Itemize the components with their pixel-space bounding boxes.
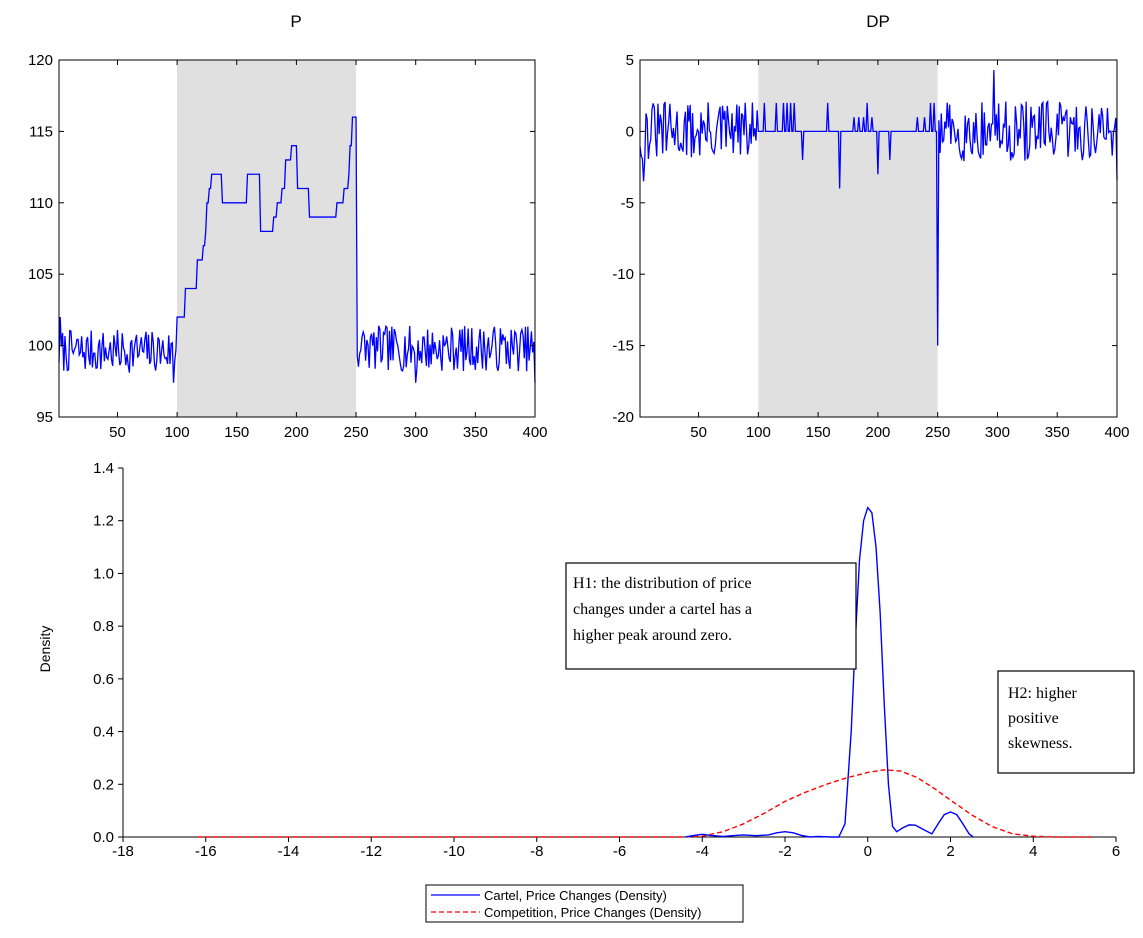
series-cartel-line <box>685 506 974 838</box>
price-change-chart: DP 50 100 150 200 250 300 350 400 -20 -15 -10 -5 0 5 <box>612 12 1129 441</box>
x-tick-label: -6 <box>613 843 626 860</box>
annotation-h2: H2: higher positive skewness. <box>997 670 1135 774</box>
legend-label-cartel: Cartel, Price Changes (Density) <box>484 888 667 903</box>
shaded-cartel-period <box>177 60 357 417</box>
x-tick-label: 100 <box>165 424 190 441</box>
x-tick-label: -12 <box>360 843 382 860</box>
y-tick-label: -5 <box>621 195 634 212</box>
y-tick-label: 0.0 <box>93 829 114 846</box>
x-tick-label: 150 <box>806 424 831 441</box>
annotation-line: positive <box>1008 710 1059 727</box>
y-tick-label: 100 <box>28 338 53 355</box>
legend-box <box>425 884 744 923</box>
density-chart: -18 -16 -14 -12 -10 -8 -6 -4 -2 0 2 4 6 0.0 0.2 0.4 0.6 0… <box>37 460 1135 923</box>
series-competition-line <box>197 769 1092 838</box>
x-tick-label: 150 <box>224 424 249 441</box>
y-tick-label: -10 <box>612 266 634 283</box>
shaded-cartel-period <box>758 60 938 417</box>
annotation-h1: H1: the distribution of price changes un… <box>565 562 857 670</box>
annotation-line: changes under a cartel has a <box>573 601 752 618</box>
y-tick-label: 120 <box>28 52 53 69</box>
y-tick-label: -15 <box>612 338 634 355</box>
y-axis-label: Density <box>37 626 53 673</box>
annotation-line: skewness. <box>1008 735 1072 752</box>
x-tick-label: 200 <box>865 424 890 441</box>
y-tick-label: 0.2 <box>93 776 114 793</box>
y-tick-label: -20 <box>612 409 634 426</box>
y-tick-label: 115 <box>29 123 53 140</box>
series-line <box>639 69 1118 346</box>
x-tick-label: 350 <box>463 424 488 441</box>
plot-frame <box>58 59 536 418</box>
x-tick-label: 100 <box>746 424 771 441</box>
legend: Cartel, Price Changes (Density) Competit… <box>425 884 744 923</box>
x-tick-label: -16 <box>195 843 217 860</box>
x-tick-label: -2 <box>778 843 791 860</box>
x-tick-label: 400 <box>1104 424 1129 441</box>
x-tick-label: 6 <box>1112 843 1120 860</box>
y-tick-label: 0.4 <box>93 724 114 741</box>
y-tick-label: 105 <box>28 266 53 283</box>
chart-title: P <box>290 12 301 31</box>
x-tick-label: 50 <box>109 424 126 441</box>
x-tick-label: 400 <box>522 424 547 441</box>
y-tick-label: 0.8 <box>93 618 114 635</box>
x-tick-label: 250 <box>344 424 369 441</box>
x-tick-label: 2 <box>946 843 954 860</box>
x-tick-label: 350 <box>1045 424 1070 441</box>
y-tick-label: 1.0 <box>93 565 114 582</box>
x-tick-label: -4 <box>696 843 709 860</box>
x-tick-label: 200 <box>284 424 309 441</box>
series-line <box>58 116 536 383</box>
y-tick-label: 0 <box>626 123 634 140</box>
y-tick-label: 95 <box>36 409 53 426</box>
x-tick-label: 300 <box>403 424 428 441</box>
y-tick-label: 1.4 <box>93 460 114 477</box>
chart-title: DP <box>866 12 890 31</box>
y-tick-label: 5 <box>626 52 634 69</box>
annotation-line: H1: the distribution of price <box>573 575 752 592</box>
annotation-box <box>565 562 857 670</box>
x-tick-label: 0 <box>864 843 872 860</box>
y-tick-label: 1.2 <box>93 513 114 530</box>
y-tick-label: 0.6 <box>93 671 114 688</box>
x-tick-label: 50 <box>690 424 707 441</box>
y-tick-label: 110 <box>29 195 53 212</box>
x-tick-label: 4 <box>1029 843 1037 860</box>
legend-label-competition: Competition, Price Changes (Density) <box>484 905 701 920</box>
annotation-line: higher peak around zero. <box>573 627 732 644</box>
x-tick-label: 300 <box>985 424 1010 441</box>
x-tick-label: -10 <box>443 843 465 860</box>
x-tick-label: -8 <box>530 843 543 860</box>
x-tick-label: -14 <box>278 843 300 860</box>
plot-frame <box>639 59 1118 418</box>
x-tick-label: -18 <box>112 843 134 860</box>
annotation-line: H2: higher <box>1008 685 1078 702</box>
price-level-chart: P 50 100 150 200 250 300 350 400 95 100 105 110 115 1… <box>28 12 548 441</box>
annotation-box <box>997 670 1135 774</box>
x-tick-label: 250 <box>925 424 950 441</box>
